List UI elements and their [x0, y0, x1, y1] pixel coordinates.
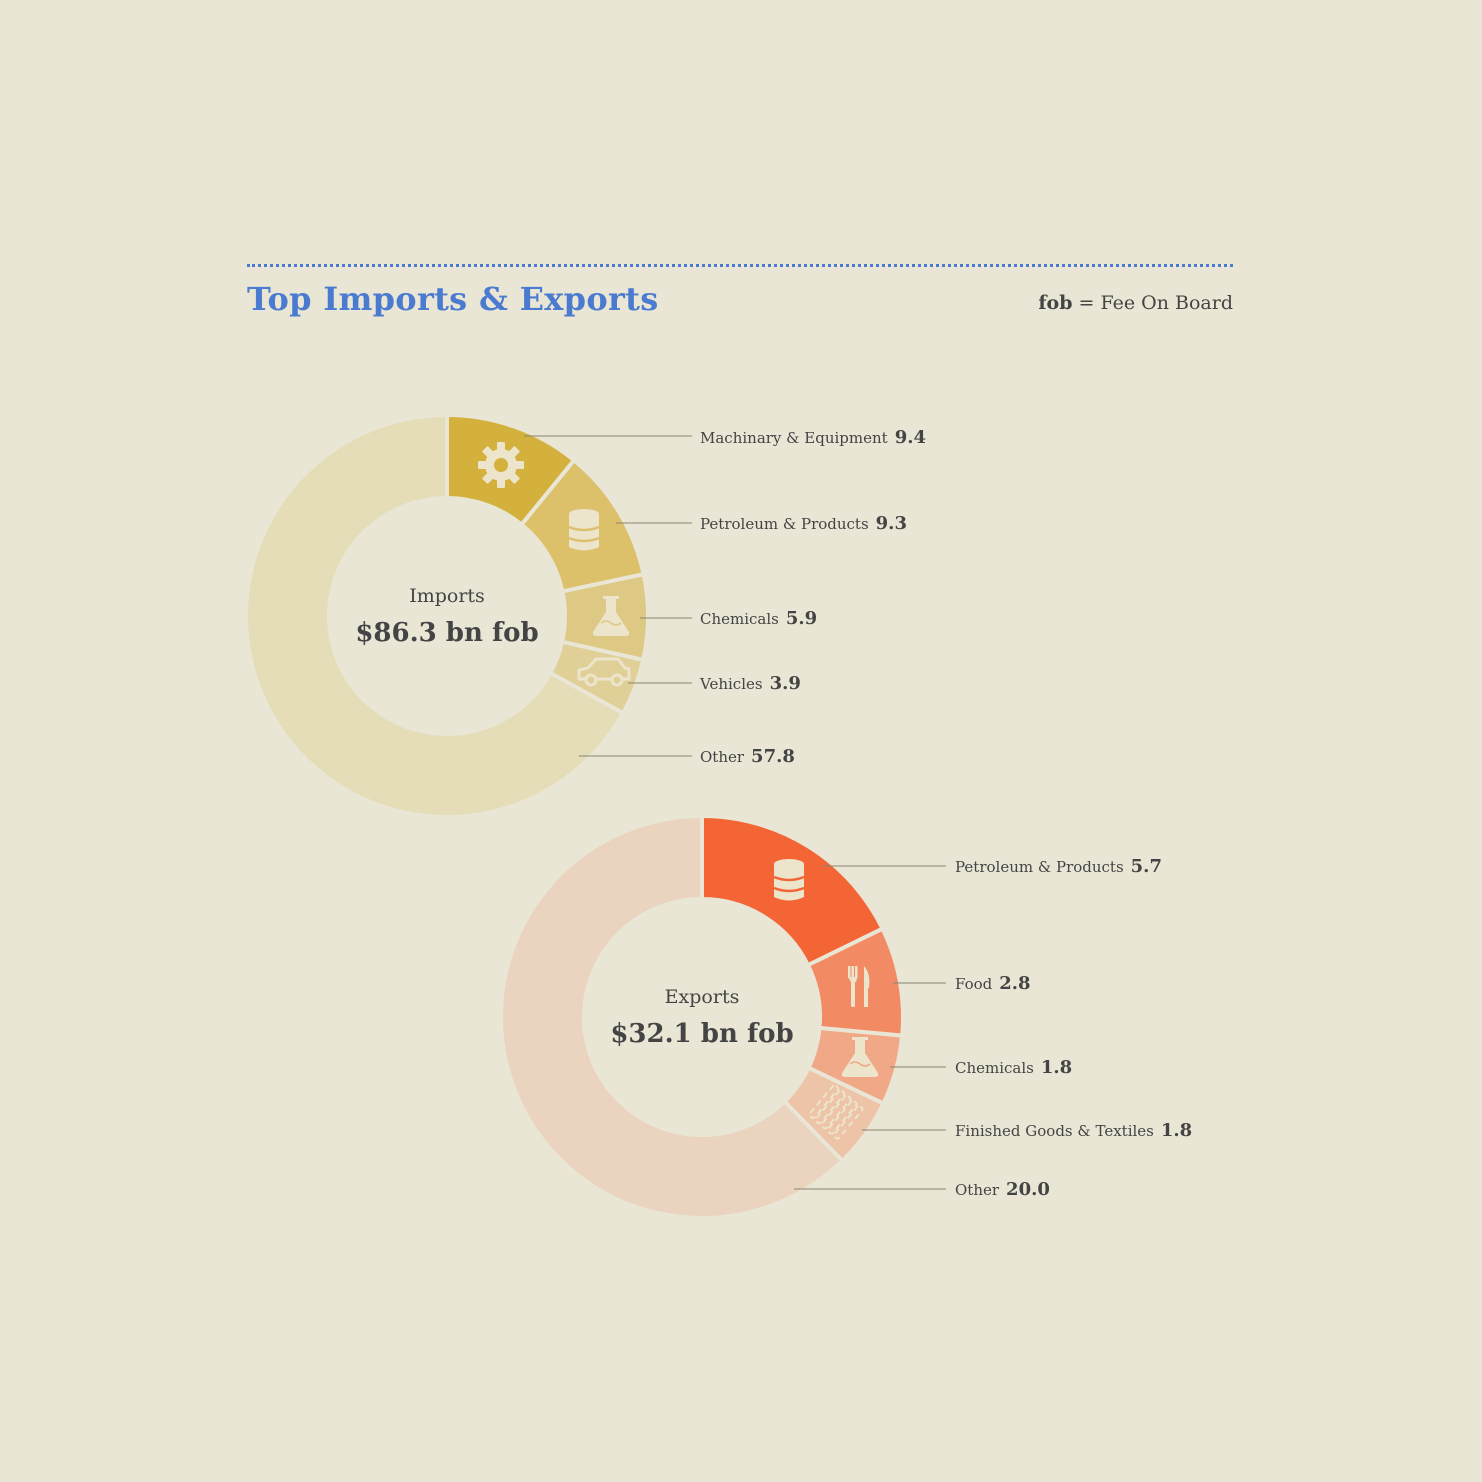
flask-icon — [841, 1037, 879, 1077]
exports-donut: Exports $32.1 bn fob Petroleum & Products 5… — [499, 813, 1192, 1220]
donut-center-label: Imports — [409, 585, 485, 607]
slice-category: Food — [955, 975, 993, 993]
slice-value: 3.9 — [770, 673, 801, 694]
donut-center-label: Exports — [665, 986, 740, 1008]
barrel-icon — [568, 509, 600, 551]
flask-icon — [592, 596, 630, 636]
page-title: Top Imports & Exports — [247, 280, 659, 318]
slice-value: 1.8 — [1161, 1120, 1192, 1141]
slice-category: Other — [955, 1181, 1000, 1199]
slice-label: Petroleum & Products 5.7 — [955, 856, 1162, 877]
fob-definition: = Fee On Board — [1078, 292, 1233, 314]
donut-center-value: $32.1 bn fob — [610, 1019, 793, 1049]
slice-label: Other 57.8 — [700, 746, 795, 767]
slice-category: Chemicals — [700, 610, 779, 628]
fob-abbr: fob — [1038, 292, 1073, 314]
slice-category: Other — [700, 748, 745, 766]
slice-category: Vehicles — [699, 675, 763, 693]
slice-value: 20.0 — [1006, 1179, 1050, 1200]
slice-label: Finished Goods & Textiles 1.8 — [955, 1120, 1192, 1141]
title-divider — [247, 264, 1233, 267]
slice-value: 9.4 — [895, 427, 926, 448]
slice-label: Other 20.0 — [955, 1179, 1050, 1200]
slice-label: Chemicals 1.8 — [955, 1057, 1072, 1078]
donut-slice-other — [244, 412, 626, 819]
slice-value: 5.7 — [1131, 856, 1162, 877]
slice-label: Vehicles 3.9 — [699, 673, 801, 694]
slice-category: Petroleum & Products — [700, 515, 869, 533]
slice-category: Chemicals — [955, 1059, 1034, 1077]
fork-knife-icon — [848, 966, 870, 1007]
fob-note: fob = Fee On Board — [1038, 292, 1233, 314]
slice-value: 1.8 — [1041, 1057, 1072, 1078]
slice-value: 57.8 — [751, 746, 795, 767]
gear-icon — [478, 442, 524, 488]
slice-value: 2.8 — [999, 973, 1030, 994]
slice-category: Petroleum & Products — [955, 858, 1124, 876]
barrel-icon — [773, 859, 805, 901]
slice-value: 9.3 — [876, 513, 907, 534]
slice-category: Machinary & Equipment — [700, 429, 888, 447]
slice-value: 5.9 — [786, 608, 817, 629]
slice-label: Machinary & Equipment 9.4 — [700, 427, 926, 448]
donut-slice-other — [499, 813, 846, 1220]
slice-label: Petroleum & Products 9.3 — [700, 513, 907, 534]
slice-category: Finished Goods & Textiles — [955, 1122, 1154, 1140]
textile-icon — [808, 1084, 864, 1140]
donut-center-value: $86.3 bn fob — [355, 618, 538, 648]
slice-label: Food 2.8 — [955, 973, 1031, 994]
imports-donut: Imports $86.3 bn fob Machinary & Equipment… — [244, 412, 926, 819]
car-icon — [577, 657, 631, 687]
slice-label: Chemicals 5.9 — [700, 608, 817, 629]
